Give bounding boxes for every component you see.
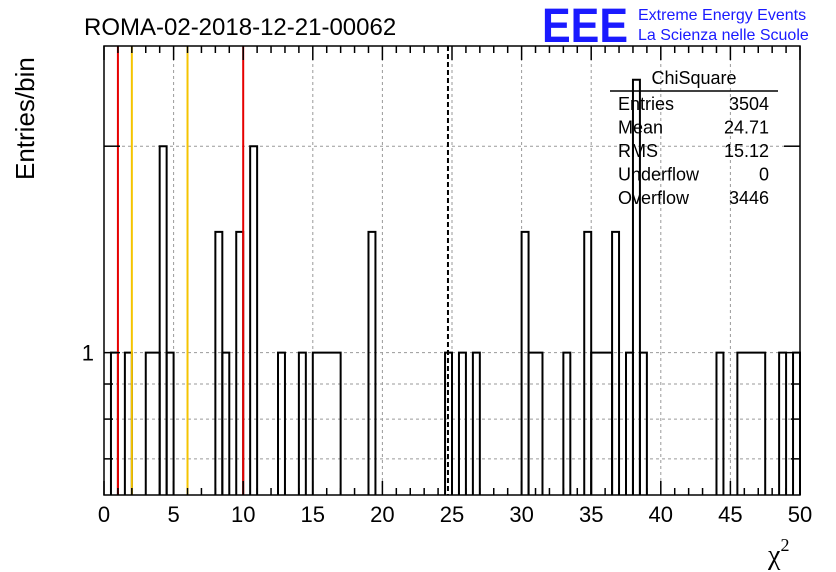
stats-title: ChiSquare bbox=[651, 68, 736, 88]
axis-ticks bbox=[103, 46, 801, 495]
y-tick-labels: 1 bbox=[82, 341, 94, 366]
histogram-bin bbox=[778, 351, 788, 495]
x-axis-label-base: χ bbox=[767, 540, 781, 571]
x-tick-label: 30 bbox=[509, 502, 533, 527]
x-axis-label: χ2 bbox=[767, 535, 789, 571]
stats-label: RMS bbox=[618, 141, 658, 161]
y-tick-label: 1 bbox=[82, 341, 94, 366]
histogram-bin bbox=[527, 351, 544, 495]
stats-value: 3504 bbox=[729, 94, 769, 114]
x-tick-label: 0 bbox=[98, 502, 110, 527]
logo-line-1: Extreme Energy Events bbox=[638, 7, 806, 24]
x-tick-label: 10 bbox=[231, 502, 255, 527]
histogram-bin bbox=[590, 351, 614, 495]
x-tick-labels: 0 5 10 15 20 25 30 35 40 45 50 bbox=[98, 502, 812, 527]
histogram-bin bbox=[165, 351, 175, 495]
histogram bbox=[109, 78, 801, 495]
histogram-bin bbox=[520, 230, 530, 495]
stats-label: Overflow bbox=[618, 188, 690, 208]
x-tick-label: 20 bbox=[370, 502, 394, 527]
histogram-bin bbox=[715, 351, 725, 495]
histogram-bin bbox=[158, 145, 168, 495]
histogram-bin bbox=[297, 351, 307, 495]
logo-line-2: La Scienza nelle Scuole bbox=[638, 27, 809, 44]
logo-mark: EEE bbox=[542, 0, 628, 53]
reference-lines bbox=[116, 46, 449, 495]
histogram-bin bbox=[611, 230, 621, 495]
stats-box: ChiSquare Entries 3504 Mean 24.71 RMS 15.12 Un… bbox=[610, 68, 778, 208]
stats-label: Mean bbox=[618, 118, 663, 138]
histogram-bin bbox=[277, 351, 286, 495]
x-tick-label: 35 bbox=[579, 502, 603, 527]
histogram-bin bbox=[562, 351, 572, 495]
x-tick-label: 50 bbox=[788, 502, 812, 527]
histogram-bin bbox=[123, 351, 133, 495]
x-tick-label: 25 bbox=[440, 502, 464, 527]
y-axis-label: Entries/bin bbox=[10, 57, 40, 180]
stats-value: 3446 bbox=[729, 188, 769, 208]
x-axis-label-superscript: 2 bbox=[780, 535, 789, 555]
x-tick-label: 5 bbox=[167, 502, 179, 527]
histogram-bin bbox=[792, 351, 801, 495]
histogram-bin bbox=[221, 351, 231, 495]
histogram-bin bbox=[625, 351, 634, 495]
histogram-bin bbox=[471, 351, 481, 495]
histogram-bin bbox=[583, 230, 593, 495]
stats-label: Underflow bbox=[618, 165, 700, 185]
histogram-bin bbox=[214, 230, 224, 495]
stats-label: Entries bbox=[618, 94, 674, 114]
histogram-bin bbox=[109, 351, 119, 495]
eee-logo: EEE Extreme Energy Events La Scienza nel… bbox=[542, 0, 809, 53]
histogram-bin bbox=[457, 351, 467, 495]
histogram-bin bbox=[235, 230, 245, 495]
histogram-bin bbox=[367, 230, 377, 495]
stats-value: 24.71 bbox=[724, 118, 769, 138]
histogram-bin bbox=[144, 351, 161, 495]
x-tick-label: 15 bbox=[301, 502, 325, 527]
x-tick-label: 40 bbox=[649, 502, 673, 527]
stats-rows: Entries 3504 Mean 24.71 RMS 15.12 Underflow 0 Ov… bbox=[618, 94, 769, 208]
histogram-bin bbox=[311, 351, 342, 495]
histogram-bin bbox=[249, 145, 259, 495]
histogram-bin bbox=[736, 351, 767, 495]
chart-title: ROMA-02-2018-12-21-00062 bbox=[84, 14, 396, 41]
stats-value: 0 bbox=[759, 165, 769, 185]
histogram-bin bbox=[631, 78, 641, 495]
stats-value: 15.12 bbox=[724, 141, 769, 161]
x-tick-label: 45 bbox=[718, 502, 742, 527]
histogram-bin bbox=[638, 351, 648, 495]
